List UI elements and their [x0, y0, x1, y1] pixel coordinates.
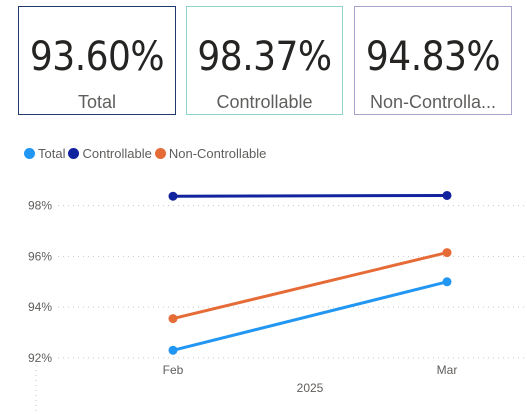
data-point-controllable-feb	[168, 191, 178, 201]
y-tick-label-98: 98%	[28, 199, 52, 213]
kpi-card-total[interactable]: 93.60% Total	[18, 6, 176, 115]
x-axis-title: 2025	[297, 381, 324, 395]
series-line-non-controllable	[171, 251, 449, 321]
legend-item-controllable[interactable]: Controllable	[68, 145, 152, 161]
data-point-non-controllable-feb	[168, 314, 178, 324]
series-line-controllable	[171, 193, 449, 198]
legend-item-non-controllable[interactable]: Non-Controllable	[154, 145, 267, 161]
kpi-value-non-controllable: 94.83%	[365, 34, 501, 80]
legend-marker-non-controllable	[154, 147, 166, 159]
data-point-controllable-mar	[442, 190, 452, 200]
kpi-card-controllable[interactable]: 98.37% Controllable	[186, 6, 343, 115]
legend-item-total[interactable]: Total	[24, 146, 65, 161]
legend-label-total: Total	[38, 145, 66, 161]
kpi-label-non-controllable: Non-Controlla...	[369, 92, 497, 112]
legend-label-non-controllable: Non-Controllable	[168, 145, 267, 161]
line-chart: 92% 94% 96% 98% Feb Mar 2025	[28, 190, 527, 414]
chart-legend: Total Controllable Non-Controllable	[24, 144, 269, 162]
kpi-label-total: Total	[77, 92, 117, 112]
x-tick-label-feb: Feb	[163, 363, 184, 377]
y-tick-label-92: 92%	[28, 351, 52, 365]
data-point-total-mar	[442, 277, 452, 287]
kpi-value-controllable: 98.37%	[197, 34, 332, 80]
series-line-total	[171, 280, 449, 352]
y-tick-label-94: 94%	[28, 300, 52, 314]
legend-marker-controllable	[68, 147, 80, 159]
kpi-value-total: 93.60%	[29, 34, 165, 80]
data-point-non-controllable-mar	[442, 248, 452, 258]
kpi-label-controllable: Controllable	[216, 92, 313, 112]
legend-label-controllable: Controllable	[82, 145, 152, 161]
data-point-total-feb	[168, 345, 178, 355]
y-tick-label-96: 96%	[28, 249, 52, 263]
legend-marker-total	[24, 147, 35, 159]
kpi-card-non-controllable[interactable]: 94.83% Non-Controlla...	[354, 6, 512, 115]
x-tick-label-mar: Mar	[437, 363, 458, 377]
